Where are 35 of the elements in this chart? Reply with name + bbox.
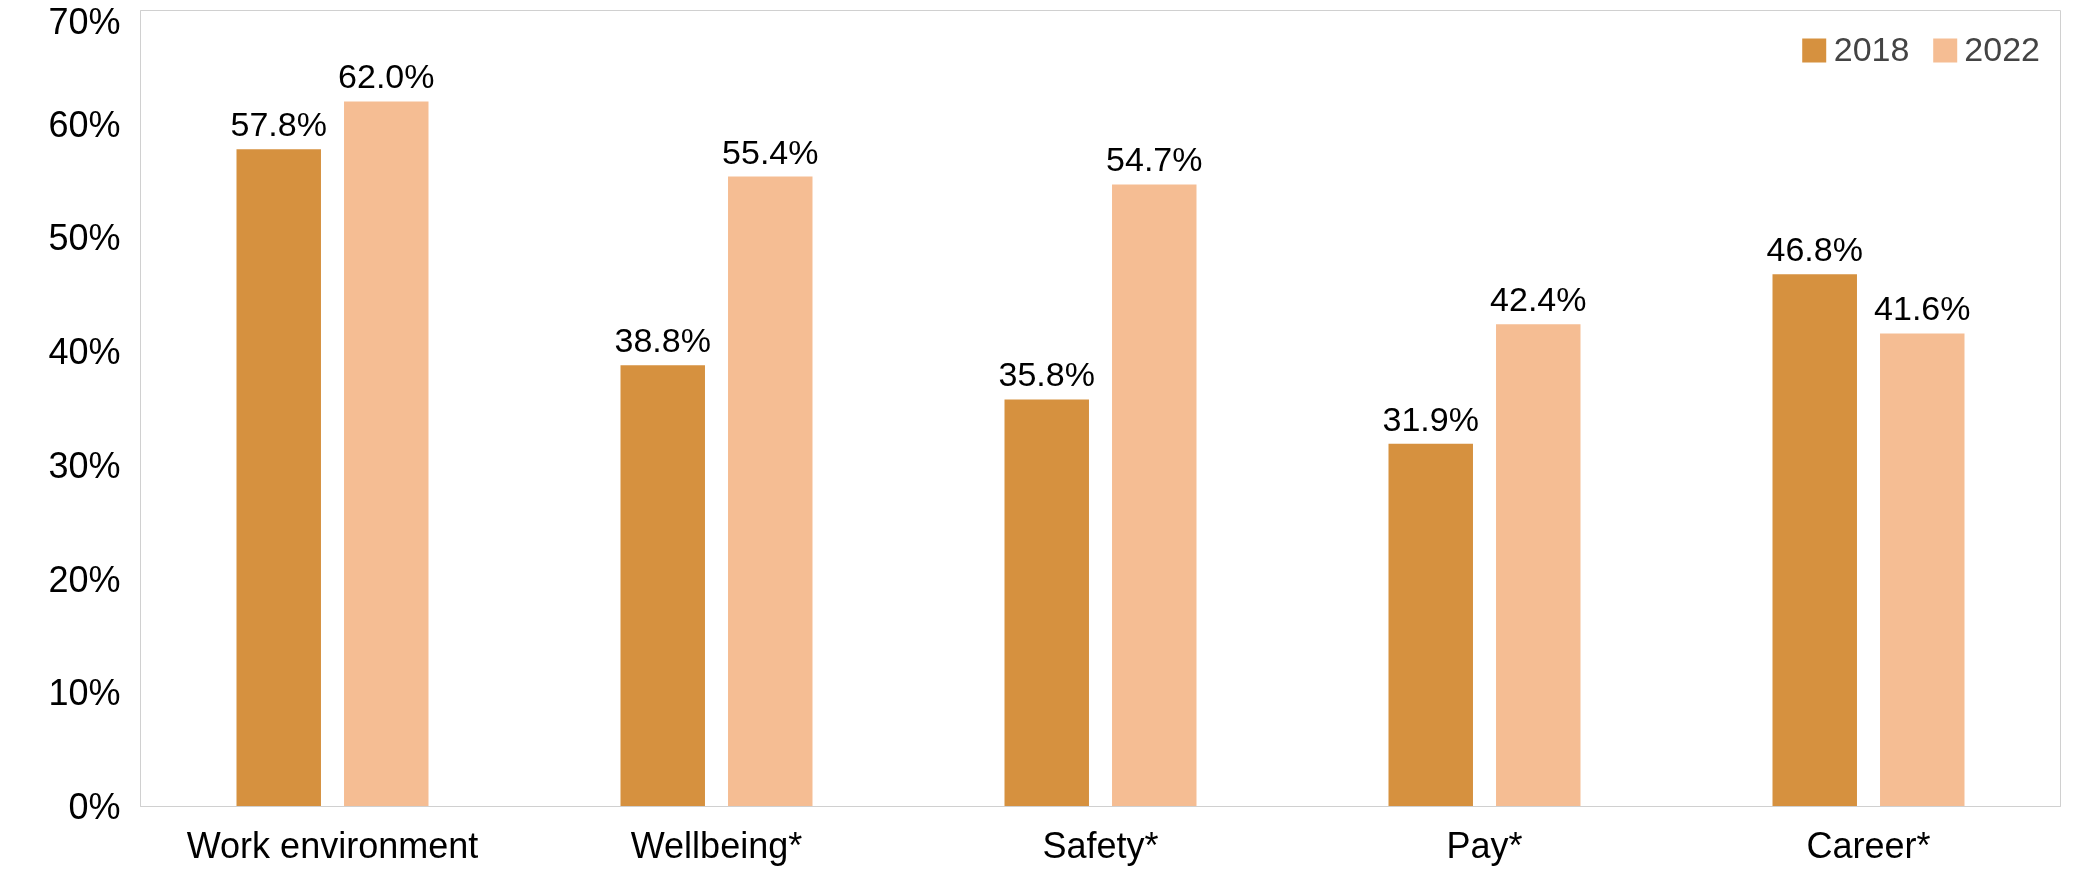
bar xyxy=(1496,324,1581,807)
data-label: 31.9% xyxy=(1382,399,1479,438)
data-label: 38.8% xyxy=(614,321,711,360)
data-label: 55.4% xyxy=(722,132,819,171)
legend-label: 2018 xyxy=(1833,30,1910,69)
bar xyxy=(620,365,705,807)
x-tick-label: Wellbeing* xyxy=(630,824,803,866)
bar xyxy=(1388,443,1473,807)
y-tick-label: 10% xyxy=(48,672,121,714)
x-tick-label: Work environment xyxy=(186,824,479,866)
data-label: 41.6% xyxy=(1874,289,1971,328)
y-tick-label: 0% xyxy=(68,786,121,827)
x-tick-label: Safety* xyxy=(1042,824,1159,866)
y-tick-label: 40% xyxy=(48,331,121,373)
bar xyxy=(1004,399,1089,807)
bar xyxy=(1772,274,1857,807)
y-tick-label: 50% xyxy=(48,217,121,259)
x-tick-label: Career* xyxy=(1806,824,1931,866)
bar xyxy=(1112,184,1197,807)
data-label: 57.8% xyxy=(230,105,327,144)
y-tick-label: 70% xyxy=(48,0,121,42)
y-tick-label: 20% xyxy=(48,558,121,600)
bar xyxy=(728,176,813,807)
data-label: 54.7% xyxy=(1106,140,1203,179)
bar xyxy=(236,149,321,807)
x-tick-label: Pay* xyxy=(1446,824,1523,866)
bar xyxy=(344,101,429,807)
legend-label: 2022 xyxy=(1964,30,2040,69)
data-label: 35.8% xyxy=(998,355,1095,394)
data-label: 42.4% xyxy=(1490,280,1587,319)
bar xyxy=(1880,333,1965,807)
data-label: 46.8% xyxy=(1766,230,1863,269)
y-tick-label: 30% xyxy=(48,444,121,486)
data-label: 62.0% xyxy=(338,57,435,96)
y-tick-label: 60% xyxy=(48,103,121,145)
